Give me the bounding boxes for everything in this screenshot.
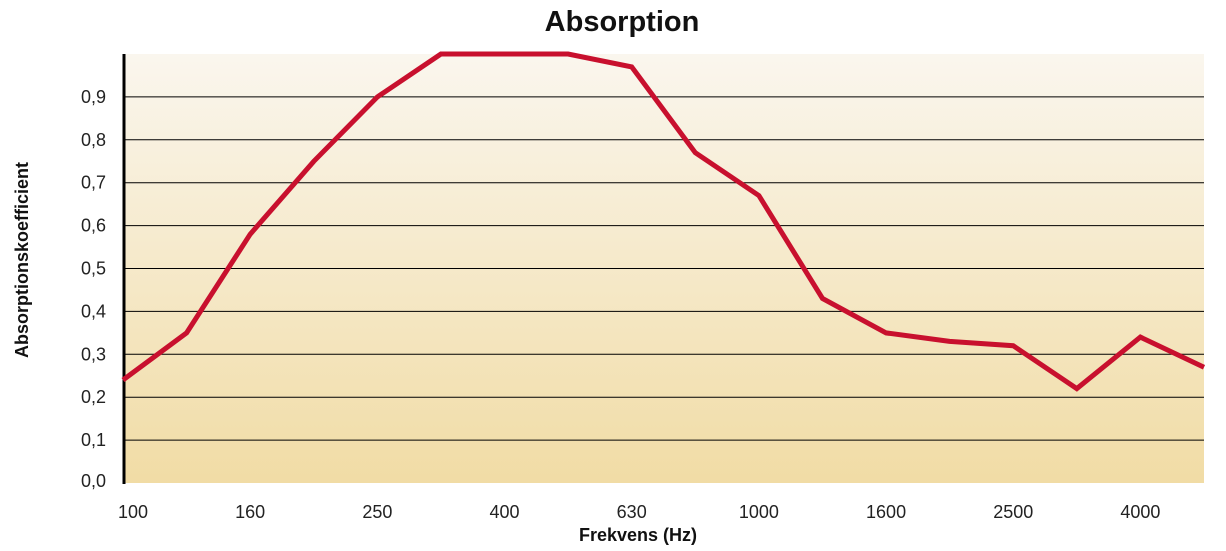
x-tick-label: 2500 (993, 502, 1033, 522)
x-tick-label: 250 (362, 502, 392, 522)
y-tick-label: 0,3 (81, 344, 106, 364)
absorption-series-line (121, 51, 1206, 392)
y-tick-label: 0,5 (81, 259, 106, 279)
y-tick-label: 0,0 (81, 471, 106, 491)
grid-lines (123, 96, 1204, 441)
chart-title: Absorption (545, 6, 700, 38)
x-axis-label: Frekvens (Hz) (579, 525, 697, 545)
x-tick-label: 4000 (1120, 502, 1160, 522)
y-tick-label: 0,9 (81, 87, 106, 107)
x-tick-label: 100 (118, 502, 148, 522)
y-tick-label: 0,6 (81, 216, 106, 236)
y-tick-label: 0,1 (81, 430, 106, 450)
y-tick-label: 0,8 (81, 130, 106, 150)
x-tick-label: 630 (617, 502, 647, 522)
x-tick-label: 1000 (739, 502, 779, 522)
y-tick-label: 0,7 (81, 173, 106, 193)
x-tick-labels: 100 160 250 400 630 1000 1600 2500 4000 (118, 502, 1160, 522)
x-tick-label: 400 (490, 502, 520, 522)
x-tick-label: 160 (235, 502, 265, 522)
y-tick-label: 0,2 (81, 387, 106, 407)
y-axis-label: Absorptionskoefficient (12, 162, 32, 358)
x-tick-label: 1600 (866, 502, 906, 522)
y-tick-label: 0,4 (81, 301, 106, 321)
y-tick-labels: 0,0 0,1 0,2 0,3 0,4 0,5 0,6 0,7 0,8 0,9 (81, 87, 106, 491)
